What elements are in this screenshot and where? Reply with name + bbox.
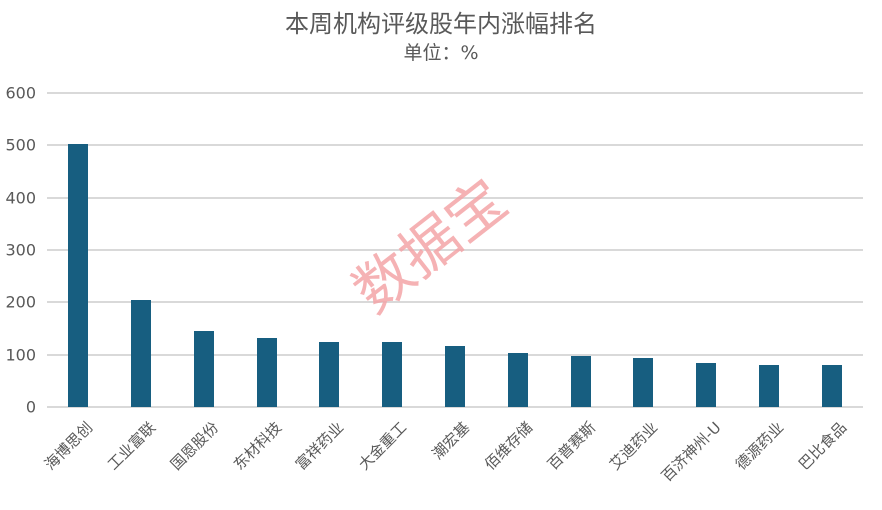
gridline xyxy=(47,249,863,251)
x-tick-label: 国恩股份 xyxy=(166,418,223,474)
bar xyxy=(570,356,591,407)
bar xyxy=(68,144,89,407)
bar xyxy=(696,363,717,407)
x-tick-label: 百普赛斯 xyxy=(543,418,599,474)
gridline xyxy=(47,196,863,199)
bar xyxy=(445,345,465,407)
x-tick-label: 潮宏基 xyxy=(428,418,474,463)
x-tick-label: 德源药业 xyxy=(731,418,788,474)
bar xyxy=(256,337,277,407)
x-tick-label: 海博思创 xyxy=(41,418,97,474)
gridline xyxy=(47,406,863,408)
gridline xyxy=(47,301,863,304)
x-tick-label: 东材科技 xyxy=(229,418,285,474)
gridline xyxy=(47,144,863,147)
y-tick-label: 400 xyxy=(5,188,36,208)
y-tick-label: 0 xyxy=(25,397,36,417)
x-tick-label: 大金重工 xyxy=(355,418,411,474)
y-tick-label: 600 xyxy=(5,83,36,103)
y-tick-label: 500 xyxy=(5,135,36,155)
x-tick-label: 巴比食品 xyxy=(794,418,850,474)
x-tick-label: 百济神州-U xyxy=(657,418,725,486)
y-tick-label: 100 xyxy=(5,345,36,365)
bar xyxy=(193,331,214,407)
plot-area xyxy=(47,92,863,408)
bar xyxy=(319,342,340,407)
chart-title: 本周机构评级股年内涨幅排名 xyxy=(285,10,597,38)
bar xyxy=(131,300,152,407)
bar xyxy=(633,357,654,407)
x-tick-label: 富祥药业 xyxy=(292,418,348,474)
x-tick-label: 工业富联 xyxy=(104,418,160,474)
bar xyxy=(821,365,842,407)
x-tick-label: 佰维存储 xyxy=(480,418,536,474)
bar xyxy=(507,353,528,407)
y-tick-label: 200 xyxy=(5,292,36,312)
x-tick-label: 艾迪药业 xyxy=(606,418,662,474)
bar xyxy=(382,342,403,407)
gridline xyxy=(47,92,863,94)
bar xyxy=(758,365,779,407)
chart-subtitle: 单位：% xyxy=(403,42,479,64)
y-tick-label: 300 xyxy=(5,240,36,260)
